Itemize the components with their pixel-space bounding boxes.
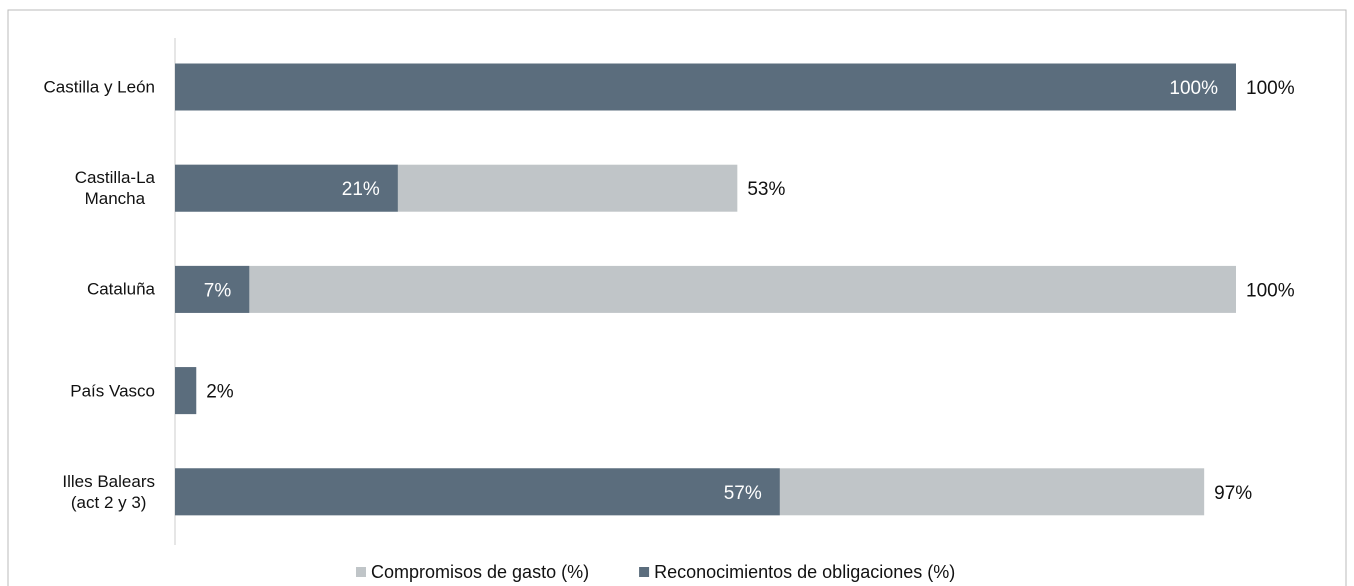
y-tick-label: Cataluña [86, 279, 155, 299]
y-tick-label: Castilla y León [43, 77, 155, 97]
value-label: 21% [342, 179, 380, 200]
value-label: 53% [747, 179, 785, 200]
value-label: 7% [204, 280, 232, 301]
y-tick-label: Castilla-La Mancha [74, 168, 155, 209]
legend-label: Compromisos de gasto (%) [371, 562, 589, 582]
value-label: 100% [1246, 78, 1295, 99]
bar [175, 468, 780, 516]
bar [175, 367, 197, 415]
value-label: 2% [206, 382, 234, 403]
value-label: 97% [1214, 483, 1252, 504]
bar [175, 63, 1236, 111]
value-label: 57% [724, 483, 762, 504]
bar [175, 265, 250, 313]
bar [175, 164, 398, 212]
y-tick-label: País Vasco [70, 381, 155, 401]
bar [175, 265, 1236, 313]
legend-swatch [639, 567, 650, 577]
frame [7, 9, 1347, 586]
y-tick-label: Illes Balears (act 2 y 3) [62, 471, 155, 512]
legend-swatch [356, 567, 366, 577]
value-label: 100% [1169, 78, 1218, 99]
value-label: 100% [1246, 280, 1295, 301]
legend-label: Reconocimientos de obligaciones (%) [654, 562, 955, 582]
